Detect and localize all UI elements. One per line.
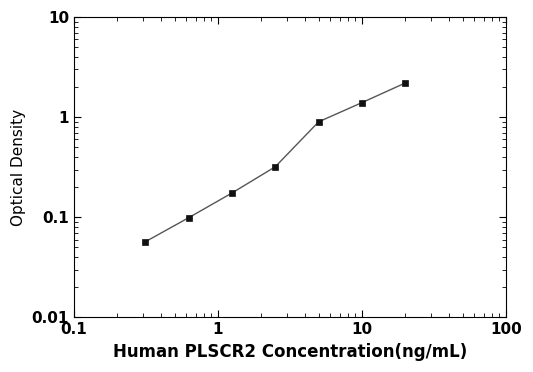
- X-axis label: Human PLSCR2 Concentration(ng/mL): Human PLSCR2 Concentration(ng/mL): [113, 343, 467, 361]
- Y-axis label: Optical Density: Optical Density: [11, 109, 26, 226]
